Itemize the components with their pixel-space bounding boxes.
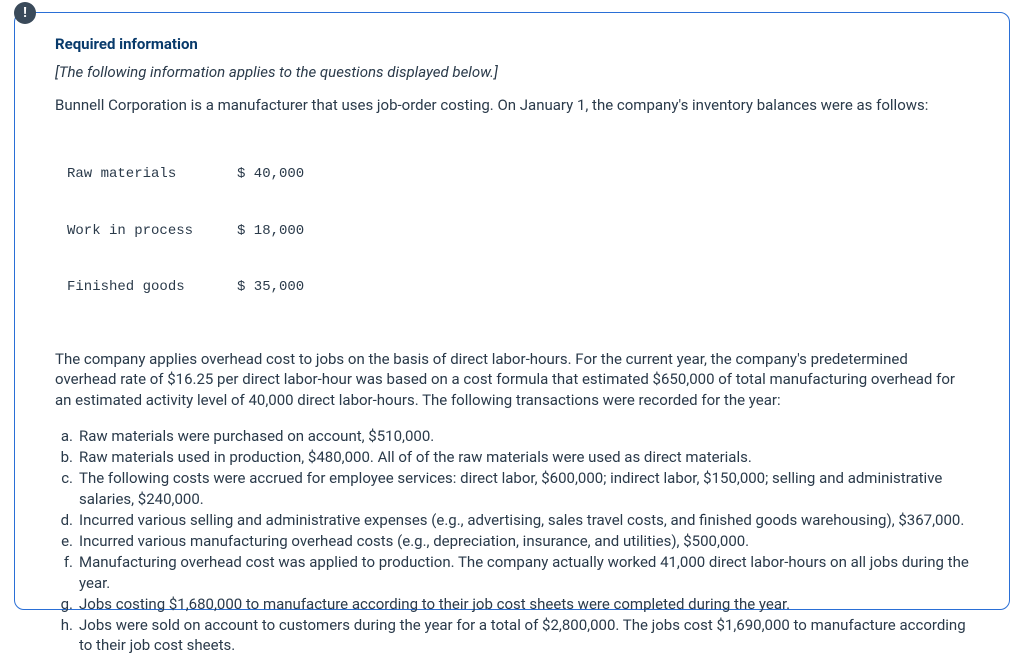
item-letter: b.	[55, 447, 77, 467]
list-item: e. Incurred various manufacturing overhe…	[55, 531, 969, 551]
list-item: c. The following costs were accrued for …	[55, 468, 969, 509]
item-text: The following costs were accrued for emp…	[77, 468, 969, 509]
list-item: f. Manufacturing overhead cost was appli…	[55, 552, 969, 593]
item-text: Incurred various selling and administrat…	[77, 510, 969, 530]
table-row: Finished goods $ 35,000	[67, 278, 969, 297]
item-text: Jobs costing $1,680,000 to manufacture a…	[77, 594, 969, 614]
item-text: Raw materials were purchased on account,…	[77, 426, 969, 446]
transactions-list: a. Raw materials were purchased on accou…	[55, 426, 969, 656]
alert-icon: !	[14, 2, 36, 24]
item-letter: g.	[55, 594, 77, 614]
item-letter: c.	[55, 468, 77, 509]
inventory-label: Work in process	[67, 222, 237, 241]
info-card: ! Required information [The following in…	[14, 12, 1010, 610]
overhead-paragraph: The company applies overhead cost to job…	[55, 349, 969, 410]
required-information-heading: Required information	[55, 35, 969, 53]
item-text: Manufacturing overhead cost was applied …	[77, 552, 969, 593]
list-item: a. Raw materials were purchased on accou…	[55, 426, 969, 446]
item-letter: e.	[55, 531, 77, 551]
item-letter: f.	[55, 552, 77, 593]
list-item: h. Jobs were sold on account to customer…	[55, 615, 969, 656]
item-letter: d.	[55, 510, 77, 530]
inventory-label: Finished goods	[67, 278, 237, 297]
table-row: Work in process $ 18,000	[67, 222, 969, 241]
table-row: Raw materials $ 40,000	[67, 165, 969, 184]
list-item: b. Raw materials used in production, $48…	[55, 447, 969, 467]
list-item: d. Incurred various selling and administ…	[55, 510, 969, 530]
intro-paragraph: Bunnell Corporation is a manufacturer th…	[55, 95, 969, 115]
inventory-amount: $ 35,000	[237, 278, 304, 297]
list-item: g. Jobs costing $1,680,000 to manufactur…	[55, 594, 969, 614]
inventory-table: Raw materials $ 40,000 Work in process $…	[67, 127, 969, 335]
inventory-amount: $ 18,000	[237, 222, 304, 241]
item-text: Incurred various manufacturing overhead …	[77, 531, 969, 551]
item-text: Jobs were sold on account to customers d…	[77, 615, 969, 656]
inventory-label: Raw materials	[67, 165, 237, 184]
item-letter: h.	[55, 615, 77, 656]
item-letter: a.	[55, 426, 77, 446]
item-text: Raw materials used in production, $480,0…	[77, 447, 969, 467]
inventory-amount: $ 40,000	[237, 165, 304, 184]
applies-note: [The following information applies to th…	[55, 63, 969, 81]
